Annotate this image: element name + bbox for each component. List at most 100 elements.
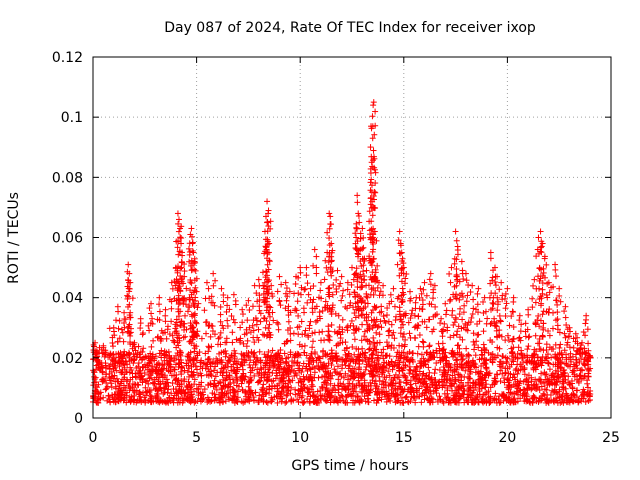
data-point [135,369,142,376]
data-point [421,392,428,399]
data-point [412,335,419,342]
data-point [256,392,263,399]
data-point [447,279,454,286]
data-point [384,343,391,350]
y-axis-label: ROTI / TECUs [6,192,22,284]
y-tick-label: 0.02 [52,351,83,367]
data-point [129,295,136,302]
data-point [307,318,314,325]
data-point [419,338,426,345]
data-point [270,363,277,370]
data-point [436,354,443,361]
data-point-peak [354,192,361,199]
data-point [109,339,116,346]
data-point [156,301,163,308]
data-point-peak [297,264,304,271]
data-point [105,393,112,400]
data-point [175,390,182,397]
data-point-peak [162,306,169,313]
data-point [423,292,430,299]
data-point-peak [218,285,225,292]
data-point-peak [338,273,345,280]
data-point-peak [390,285,397,292]
data-point [115,325,122,332]
data-point [480,328,487,335]
data-point [318,383,325,390]
data-point [509,308,516,315]
data-point [257,310,264,317]
data-point [524,346,531,353]
data-point [323,398,330,405]
data-point [333,276,340,283]
data-point [447,377,454,384]
data-point [340,380,347,387]
data-point [540,269,547,276]
data-point [178,264,185,271]
data-point [310,392,317,399]
data-point [423,324,430,331]
data-point [416,332,423,339]
data-point [304,299,311,306]
data-point [562,314,569,321]
data-point [385,332,392,339]
data-point [297,291,304,298]
data-point-peak [188,225,195,232]
x-tick-labels: 0 5 10 15 20 25 [89,430,620,446]
data-point [302,285,309,292]
data-point [220,298,227,305]
data-point [415,313,422,320]
data-point [149,363,156,370]
data-point [304,280,311,287]
data-point [163,335,170,342]
data-point [260,381,267,388]
data-point [530,282,537,289]
data-point [465,351,472,358]
data-point [401,386,408,393]
data-point [237,324,244,331]
data-point [211,391,218,398]
data-point [198,335,205,342]
data-point [310,338,317,345]
data-point [168,305,175,312]
data-point [238,380,245,387]
data-point [321,276,328,283]
data-point-peak [239,306,246,313]
data-point [328,321,335,328]
y-tick-labels: 0 0.02 0.04 0.06 0.08 0.1 0.12 [52,50,83,427]
data-point [251,372,258,379]
data-point [376,339,383,346]
data-point [532,299,539,306]
data-point-peak [458,258,465,265]
data-point [478,347,485,354]
data-point [550,309,557,316]
data-point [392,317,399,324]
data-point [546,366,553,373]
data-point-peak [327,213,334,220]
data-point [400,331,407,338]
data-point [516,334,523,341]
data-point [137,320,144,327]
data-point [484,315,491,322]
data-point [217,311,224,318]
data-point [470,338,477,345]
data-point [412,299,419,306]
data-point [528,386,535,393]
data-point [171,338,178,345]
data-point [131,387,138,394]
data-point [457,305,464,312]
data-point [429,295,436,302]
data-point [559,383,566,390]
data-point [388,321,395,328]
data-point [111,372,118,379]
data-point [294,298,301,305]
data-point [454,251,461,258]
x-axis-label: GPS time / hours [291,458,408,474]
data-point [323,352,330,359]
data-point [328,272,335,279]
data-point [293,307,300,314]
data-point [371,131,378,138]
data-point [287,337,294,344]
data-point-peak [454,243,461,250]
data-point [538,383,545,390]
data-point [310,296,317,303]
